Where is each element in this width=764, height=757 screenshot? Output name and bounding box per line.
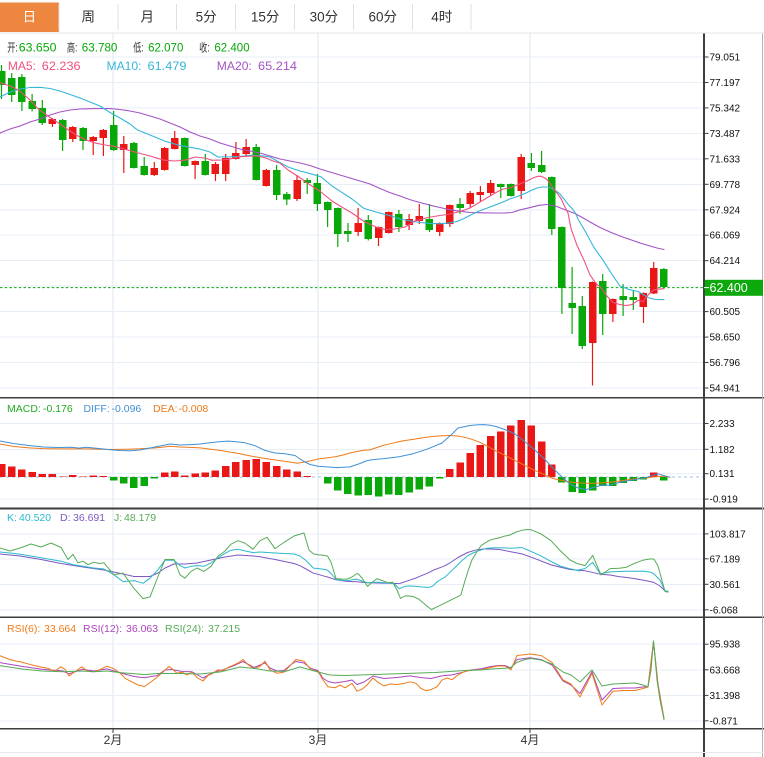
svg-text:79.051: 79.051 bbox=[710, 53, 741, 64]
svg-text:71.633: 71.633 bbox=[710, 154, 741, 165]
svg-text:-0.919: -0.919 bbox=[710, 495, 739, 506]
svg-text:65.214: 65.214 bbox=[258, 59, 297, 73]
svg-text:15分: 15分 bbox=[251, 10, 280, 25]
svg-text:58.650: 58.650 bbox=[710, 333, 741, 344]
svg-text:MA20:: MA20: bbox=[217, 59, 252, 73]
svg-text:30.561: 30.561 bbox=[710, 580, 741, 591]
svg-text:62.400: 62.400 bbox=[214, 40, 250, 54]
svg-text:103.817: 103.817 bbox=[710, 529, 747, 540]
svg-text:日: 日 bbox=[23, 10, 37, 25]
svg-text:95.938: 95.938 bbox=[710, 640, 741, 651]
svg-text:2.233: 2.233 bbox=[710, 419, 735, 430]
svg-text:月: 月 bbox=[140, 10, 154, 25]
svg-text:60.505: 60.505 bbox=[710, 307, 741, 318]
svg-text:收:: 收: bbox=[199, 40, 210, 54]
svg-text:4月: 4月 bbox=[521, 733, 540, 747]
svg-text:73.487: 73.487 bbox=[710, 129, 741, 140]
svg-text:周: 周 bbox=[82, 10, 96, 25]
svg-text:DIFF:: DIFF: bbox=[84, 403, 110, 415]
svg-text:31.398: 31.398 bbox=[710, 691, 741, 702]
svg-text:-0.096: -0.096 bbox=[112, 403, 142, 415]
svg-text:48.179: 48.179 bbox=[124, 512, 156, 524]
svg-text:5分: 5分 bbox=[196, 10, 217, 25]
svg-text:MA5:: MA5: bbox=[8, 59, 36, 73]
svg-text:67.189: 67.189 bbox=[710, 554, 741, 565]
svg-text:RSI(12):: RSI(12): bbox=[83, 623, 122, 635]
svg-text:RSI(24):: RSI(24): bbox=[165, 623, 204, 635]
svg-text:36.063: 36.063 bbox=[126, 623, 158, 635]
svg-text:75.342: 75.342 bbox=[710, 103, 741, 114]
svg-text:-6.068: -6.068 bbox=[710, 605, 739, 616]
svg-text:66.069: 66.069 bbox=[710, 231, 741, 242]
svg-text:0.131: 0.131 bbox=[710, 469, 735, 480]
svg-text:62.400: 62.400 bbox=[710, 281, 748, 295]
svg-text:DEA:: DEA: bbox=[153, 403, 178, 415]
svg-text:61.479: 61.479 bbox=[148, 59, 187, 73]
svg-text:40.520: 40.520 bbox=[19, 512, 51, 524]
svg-text:64.214: 64.214 bbox=[710, 256, 741, 267]
svg-text:2月: 2月 bbox=[104, 733, 123, 747]
svg-text:37.215: 37.215 bbox=[208, 623, 240, 635]
svg-text:63.668: 63.668 bbox=[710, 665, 741, 676]
svg-text:MACD:: MACD: bbox=[7, 403, 41, 415]
svg-text:4时: 4时 bbox=[431, 10, 452, 25]
svg-text:D:: D: bbox=[60, 512, 71, 524]
svg-text:开:: 开: bbox=[7, 42, 18, 54]
svg-text:30分: 30分 bbox=[310, 10, 339, 25]
svg-text:-0.176: -0.176 bbox=[43, 403, 73, 415]
svg-text:-0.871: -0.871 bbox=[710, 716, 739, 727]
svg-text:77.197: 77.197 bbox=[710, 78, 741, 89]
svg-text:33.664: 33.664 bbox=[44, 623, 76, 635]
svg-text:36.691: 36.691 bbox=[73, 512, 105, 524]
svg-text:3月: 3月 bbox=[309, 733, 328, 747]
svg-text:63.780: 63.780 bbox=[82, 40, 118, 54]
svg-text:62.070: 62.070 bbox=[148, 40, 184, 54]
svg-text:J:: J: bbox=[114, 512, 122, 524]
svg-text:60分: 60分 bbox=[369, 10, 398, 25]
svg-text:63.650: 63.650 bbox=[19, 40, 57, 54]
svg-text:56.796: 56.796 bbox=[710, 358, 741, 369]
svg-text:K:: K: bbox=[7, 512, 17, 524]
svg-text:MA10:: MA10: bbox=[107, 59, 142, 73]
svg-text:-0.008: -0.008 bbox=[179, 403, 209, 415]
svg-text:1.182: 1.182 bbox=[710, 445, 735, 456]
svg-text:54.941: 54.941 bbox=[710, 384, 741, 395]
svg-text:RSI(6):: RSI(6): bbox=[7, 623, 40, 635]
svg-text:低:: 低: bbox=[133, 41, 144, 54]
svg-text:69.778: 69.778 bbox=[710, 180, 741, 191]
svg-text:62.236: 62.236 bbox=[42, 59, 81, 73]
svg-text:高:: 高: bbox=[67, 40, 78, 54]
svg-text:67.924: 67.924 bbox=[710, 205, 741, 216]
